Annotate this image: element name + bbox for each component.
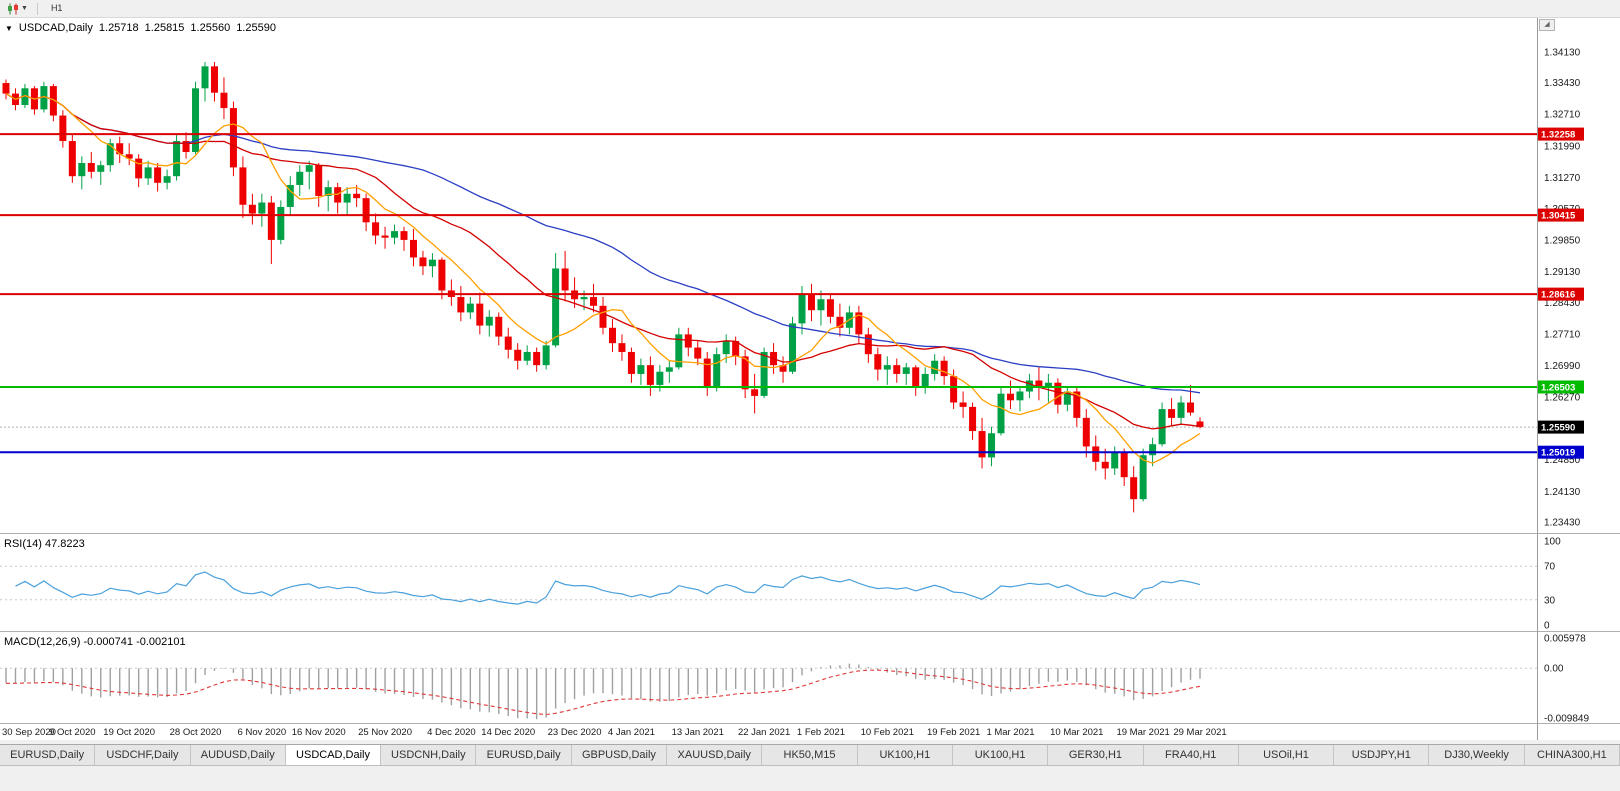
svg-text:1 Feb 2021: 1 Feb 2021 bbox=[797, 727, 845, 738]
rsi-panel: RSI(14) 47.8223 bbox=[0, 538, 1537, 605]
svg-text:1.25590: 1.25590 bbox=[1541, 423, 1575, 434]
toolbar-separator bbox=[36, 2, 38, 15]
svg-text:1.26503: 1.26503 bbox=[1541, 382, 1575, 393]
svg-text:0.005978: 0.005978 bbox=[1544, 634, 1586, 645]
svg-text:1 Mar 2021: 1 Mar 2021 bbox=[986, 727, 1034, 738]
svg-text:1.26270: 1.26270 bbox=[1544, 393, 1581, 404]
chart-area[interactable]: RSI(14) 47.8223 MACD(12,26,9) -0.000741 -… bbox=[0, 18, 1620, 740]
price-chart-svg[interactable]: RSI(14) 47.8223 MACD(12,26,9) -0.000741 -… bbox=[0, 18, 1620, 740]
svg-text:19 Mar 2021: 19 Mar 2021 bbox=[1116, 727, 1169, 738]
horizontal-level-lines bbox=[0, 133, 1537, 454]
chart-tab-xauusd-daily[interactable]: XAUUSD,Daily bbox=[667, 745, 763, 765]
svg-text:30 Sep 2020: 30 Sep 2020 bbox=[2, 727, 56, 738]
svg-text:30: 30 bbox=[1544, 595, 1556, 606]
candlestick-chart-icon bbox=[8, 3, 18, 14]
svg-text:RSI(14) 47.8223: RSI(14) 47.8223 bbox=[4, 538, 85, 550]
chevron-down-icon: ▼ bbox=[21, 5, 28, 12]
svg-text:1.31270: 1.31270 bbox=[1544, 173, 1581, 184]
chart-type-button[interactable]: ▼ bbox=[3, 1, 32, 17]
close-value: 1.25590 bbox=[236, 22, 276, 34]
svg-text:1.23430: 1.23430 bbox=[1544, 518, 1581, 529]
svg-text:19 Oct 2020: 19 Oct 2020 bbox=[103, 727, 155, 738]
svg-text:14 Dec 2020: 14 Dec 2020 bbox=[481, 727, 535, 738]
svg-text:1.32258: 1.32258 bbox=[1541, 130, 1575, 141]
timeframe-button-h1[interactable]: H1 bbox=[50, 3, 63, 13]
status-bar bbox=[0, 766, 1620, 791]
symbol-label: USDCAD,Daily bbox=[18, 22, 93, 34]
chart-tab-usdcad-daily[interactable]: USDCAD,Daily bbox=[285, 745, 382, 765]
candles bbox=[2, 61, 1204, 513]
svg-text:25 Nov 2020: 25 Nov 2020 bbox=[358, 727, 412, 738]
chart-tab-uk100-h1[interactable]: UK100,H1 bbox=[952, 745, 1049, 765]
svg-text:1.27710: 1.27710 bbox=[1544, 329, 1581, 340]
svg-text:1.34130: 1.34130 bbox=[1544, 47, 1581, 58]
chart-tab-usoil-h1[interactable]: USOil,H1 bbox=[1238, 745, 1335, 765]
timeframe-toolbar: ▼ M1M5M15M30H1H4D1W1MN bbox=[0, 0, 1620, 73]
chart-tab-china300-h1[interactable]: CHINA300,H1 bbox=[1524, 745, 1620, 765]
chart-tab-eurusd-daily[interactable]: EURUSD,Daily bbox=[476, 745, 572, 765]
chart-tab-uk100-h1[interactable]: UK100,H1 bbox=[857, 745, 953, 765]
chart-shift-button[interactable]: ◢ bbox=[1539, 19, 1555, 31]
svg-text:MACD(12,26,9) -0.000741 -0.002: MACD(12,26,9) -0.000741 -0.002101 bbox=[4, 636, 186, 648]
chart-tab-eurusd-daily[interactable]: EURUSD,Daily bbox=[0, 745, 96, 765]
high-value: 1.25815 bbox=[144, 22, 185, 34]
svg-text:70: 70 bbox=[1544, 562, 1556, 573]
svg-text:0.00: 0.00 bbox=[1544, 664, 1564, 675]
panel-dividers bbox=[0, 18, 1620, 740]
svg-text:16 Nov 2020: 16 Nov 2020 bbox=[292, 727, 346, 738]
svg-text:1.31990: 1.31990 bbox=[1544, 141, 1581, 152]
svg-text:1.29130: 1.29130 bbox=[1544, 267, 1581, 278]
chart-tab-hk50-m15[interactable]: HK50,M15 bbox=[762, 745, 858, 765]
svg-text:1.25019: 1.25019 bbox=[1541, 448, 1575, 459]
svg-text:4 Jan 2021: 4 Jan 2021 bbox=[608, 727, 655, 738]
price-badges: 1.32258 1.30415 1.28616 1.26503 1.25019 1.255… bbox=[1538, 127, 1584, 459]
svg-text:1.24850: 1.24850 bbox=[1544, 455, 1581, 466]
svg-text:10 Feb 2021: 10 Feb 2021 bbox=[861, 727, 914, 738]
svg-text:1.29850: 1.29850 bbox=[1544, 235, 1581, 246]
chart-tab-audusd-daily[interactable]: AUDUSD,Daily bbox=[190, 745, 286, 765]
svg-text:19 Feb 2021: 19 Feb 2021 bbox=[927, 727, 980, 738]
svg-text:1.32710: 1.32710 bbox=[1544, 110, 1581, 121]
chart-tab-usdcnh-daily[interactable]: USDCNH,Daily bbox=[381, 745, 477, 765]
chart-tab-fra40-h1[interactable]: FRA40,H1 bbox=[1143, 745, 1239, 765]
chart-tab-usdjpy-h1[interactable]: USDJPY,H1 bbox=[1334, 745, 1430, 765]
svg-text:4 Dec 2020: 4 Dec 2020 bbox=[427, 727, 476, 738]
macd-panel: MACD(12,26,9) -0.000741 -0.002101 bbox=[0, 636, 1537, 720]
svg-text:10 Mar 2021: 10 Mar 2021 bbox=[1050, 727, 1103, 738]
svg-text:1.24130: 1.24130 bbox=[1544, 487, 1581, 498]
chart-tabs-bar: EURUSD,Daily USDCHF,Daily AUDUSD,Daily USDC… bbox=[0, 744, 1620, 766]
svg-text:1.28616: 1.28616 bbox=[1541, 290, 1575, 301]
svg-text:22 Jan 2021: 22 Jan 2021 bbox=[738, 727, 790, 738]
ohlc-readout: ▼ USDCAD,Daily 1.25718 1.25815 1.25560 1… bbox=[5, 22, 276, 34]
svg-text:1.28430: 1.28430 bbox=[1544, 298, 1581, 309]
svg-text:1.30415: 1.30415 bbox=[1541, 211, 1576, 222]
svg-text:6 Nov 2020: 6 Nov 2020 bbox=[238, 727, 287, 738]
svg-text:-0.009849: -0.009849 bbox=[1544, 714, 1589, 725]
svg-text:1.33430: 1.33430 bbox=[1544, 78, 1581, 89]
chart-tab-dj30-weekly[interactable]: DJ30,Weekly bbox=[1429, 745, 1525, 765]
moving-average-lines bbox=[5, 93, 1201, 464]
svg-text:29 Mar 2021: 29 Mar 2021 bbox=[1173, 727, 1226, 738]
svg-text:23 Dec 2020: 23 Dec 2020 bbox=[548, 727, 602, 738]
svg-text:9 Oct 2020: 9 Oct 2020 bbox=[49, 727, 95, 738]
chart-tab-gbpusd-daily[interactable]: GBPUSD,Daily bbox=[571, 745, 668, 765]
low-value: 1.25560 bbox=[190, 22, 231, 34]
svg-text:13 Jan 2021: 13 Jan 2021 bbox=[672, 727, 724, 738]
svg-text:1.26990: 1.26990 bbox=[1544, 361, 1581, 372]
open-value: 1.25718 bbox=[98, 22, 139, 34]
svg-text:100: 100 bbox=[1544, 537, 1561, 548]
chart-tab-ger30-h1[interactable]: GER30,H1 bbox=[1048, 745, 1144, 765]
chart-tab-usdchf-daily[interactable]: USDCHF,Daily bbox=[95, 745, 191, 765]
svg-text:0: 0 bbox=[1544, 621, 1550, 632]
svg-text:28 Oct 2020: 28 Oct 2020 bbox=[170, 727, 222, 738]
collapse-arrow-icon[interactable]: ▼ bbox=[5, 23, 13, 33]
